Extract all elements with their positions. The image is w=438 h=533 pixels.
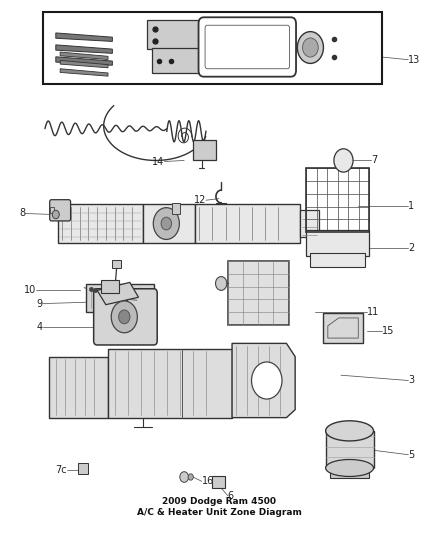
Text: 11: 11	[367, 306, 379, 317]
FancyBboxPatch shape	[94, 289, 157, 345]
Bar	[50, 207, 53, 214]
Bar	[300, 210, 319, 237]
Circle shape	[215, 277, 227, 290]
Text: 16: 16	[201, 477, 214, 486]
Polygon shape	[232, 343, 295, 418]
Bar	[325, 431, 374, 468]
Circle shape	[251, 362, 282, 399]
Circle shape	[188, 474, 193, 480]
Polygon shape	[60, 69, 108, 76]
Text: 2: 2	[408, 243, 415, 253]
Text: 7c: 7c	[55, 465, 67, 474]
Circle shape	[153, 208, 180, 239]
Bar	[78, 463, 88, 474]
Polygon shape	[60, 52, 108, 60]
Polygon shape	[56, 45, 113, 53]
Bar	[323, 313, 363, 343]
FancyBboxPatch shape	[198, 17, 296, 77]
Bar	[102, 280, 119, 293]
Bar	[89, 287, 151, 309]
Polygon shape	[56, 57, 113, 65]
Bar	[172, 204, 180, 214]
Bar	[212, 477, 225, 488]
Text: 1: 1	[408, 200, 414, 211]
Bar	[58, 205, 143, 243]
Text: 9: 9	[37, 298, 43, 309]
Circle shape	[119, 310, 130, 324]
Circle shape	[111, 301, 138, 333]
Text: 8: 8	[19, 208, 25, 219]
Bar	[147, 20, 199, 49]
Circle shape	[334, 149, 353, 172]
Text: 13: 13	[408, 55, 420, 64]
Circle shape	[52, 211, 59, 219]
Bar	[108, 349, 232, 418]
Bar	[86, 284, 154, 312]
Text: 6: 6	[228, 490, 234, 500]
Text: 7: 7	[371, 156, 378, 165]
Text: 2009 Dodge Ram 4500
A/C & Heater Unit Zone Diagram: 2009 Dodge Ram 4500 A/C & Heater Unit Zo…	[137, 497, 301, 517]
Text: 5: 5	[408, 450, 415, 460]
Text: 10: 10	[24, 285, 36, 295]
Circle shape	[161, 217, 172, 230]
Bar	[152, 47, 199, 73]
FancyBboxPatch shape	[49, 200, 71, 221]
Polygon shape	[56, 33, 113, 42]
Bar	[311, 253, 365, 266]
Bar	[143, 205, 195, 243]
Bar	[306, 230, 369, 256]
Text: 3: 3	[408, 375, 414, 385]
Bar	[193, 140, 215, 160]
Bar	[49, 357, 108, 418]
Bar	[228, 261, 289, 325]
Circle shape	[303, 38, 318, 57]
Polygon shape	[60, 60, 108, 68]
Circle shape	[297, 31, 323, 63]
Bar	[43, 12, 382, 84]
Bar	[195, 205, 300, 243]
Text: 15: 15	[382, 326, 395, 336]
Ellipse shape	[325, 421, 374, 441]
Text: 4: 4	[37, 322, 43, 333]
Bar	[113, 260, 121, 268]
Circle shape	[180, 472, 188, 482]
Text: 12: 12	[194, 195, 206, 205]
Polygon shape	[97, 282, 138, 305]
Bar	[330, 467, 369, 478]
Text: 14: 14	[152, 157, 165, 166]
Text: 7b: 7b	[117, 293, 130, 303]
Ellipse shape	[325, 459, 374, 477]
Bar	[306, 168, 369, 232]
